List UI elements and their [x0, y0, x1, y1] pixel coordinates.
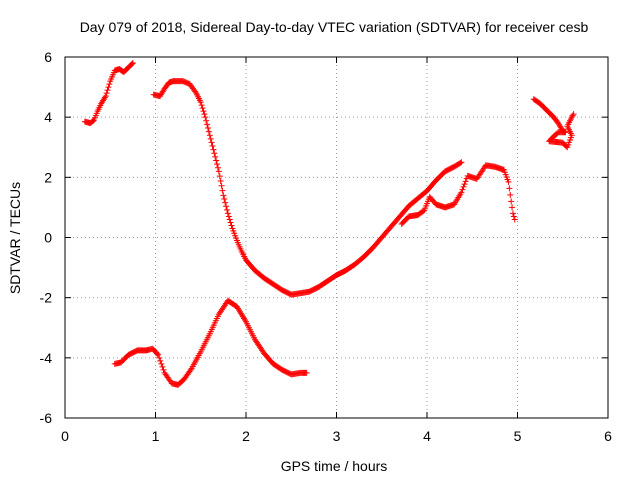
x-tick-label: 4	[423, 428, 431, 444]
data-point	[227, 219, 234, 226]
data-point	[462, 178, 469, 185]
data-point	[200, 108, 207, 115]
data-point	[159, 363, 166, 370]
data-point	[202, 114, 209, 121]
x-tick-label: 1	[152, 428, 160, 444]
data-point	[204, 121, 211, 128]
data-point	[160, 366, 167, 373]
data-point	[157, 357, 164, 364]
data-point	[156, 354, 163, 361]
y-tick-label: -2	[40, 290, 53, 306]
series-trace-a-early	[81, 60, 136, 127]
data-point	[217, 177, 224, 184]
data-point	[507, 191, 514, 198]
series-trace-a-late	[398, 162, 518, 227]
data-point	[207, 135, 214, 142]
data-point	[220, 192, 227, 199]
data-point	[102, 93, 109, 100]
data-point	[222, 199, 229, 206]
data-point	[154, 350, 161, 357]
series-trace-a-main	[150, 78, 465, 298]
data-point	[105, 84, 112, 91]
data-point	[211, 150, 218, 157]
x-axis-label: GPS time / hours	[281, 458, 388, 474]
data-point	[509, 204, 516, 211]
x-tick-label: 2	[242, 428, 250, 444]
data-point	[228, 222, 235, 229]
data-point	[214, 161, 221, 168]
data-point	[221, 195, 228, 202]
series-trace-a-end	[530, 96, 577, 151]
data-point	[420, 208, 427, 215]
data-point	[106, 81, 113, 88]
data-point	[208, 139, 215, 146]
y-tick-label: 6	[44, 49, 52, 65]
data-point	[218, 182, 225, 189]
data-point	[201, 111, 208, 118]
data-point	[226, 216, 233, 223]
data-point	[103, 90, 110, 97]
data-point	[90, 117, 97, 124]
data-point	[213, 157, 220, 164]
data-point	[199, 105, 206, 112]
data-point	[129, 60, 136, 67]
x-tick-label: 5	[514, 428, 522, 444]
data-point	[511, 216, 518, 223]
data-point	[461, 181, 468, 188]
data-point	[224, 210, 231, 217]
data-point	[219, 187, 226, 194]
data-point	[214, 164, 221, 171]
data-point	[508, 198, 515, 205]
x-tick-label: 3	[333, 428, 341, 444]
data-point	[197, 99, 204, 106]
data-point	[223, 203, 230, 210]
y-tick-label: 0	[44, 230, 52, 246]
data-point	[505, 178, 512, 185]
tick-labels: 0 1 2 3 4 5 6 -6 -4 -2 0 2 4 6	[40, 49, 613, 444]
y-tick-label: 4	[44, 109, 52, 125]
data-point	[198, 102, 205, 109]
data-point	[104, 87, 111, 94]
data-point	[510, 213, 517, 220]
grid	[65, 57, 608, 418]
data-point	[155, 351, 162, 358]
y-axis-label: SDTVAR / TECUs	[7, 182, 23, 294]
data-points	[81, 60, 577, 388]
x-tick-label: 6	[604, 428, 612, 444]
data-point	[223, 206, 230, 213]
data-point	[460, 183, 467, 190]
data-point	[205, 128, 212, 135]
data-point	[509, 210, 516, 217]
data-point	[203, 117, 210, 124]
data-point	[215, 168, 222, 175]
data-point	[210, 146, 217, 153]
y-tick-label: -4	[40, 350, 53, 366]
data-point	[206, 132, 213, 139]
data-point	[303, 369, 310, 376]
data-point	[204, 124, 211, 131]
data-point	[225, 213, 232, 220]
data-point	[570, 111, 577, 118]
chart-title: Day 079 of 2018, Sidereal Day-to-day VTE…	[80, 19, 589, 35]
data-point	[457, 159, 464, 166]
data-point	[158, 360, 165, 367]
data-point	[459, 186, 466, 193]
data-point	[212, 153, 219, 160]
data-point	[209, 143, 216, 150]
series-trace-b	[111, 297, 310, 388]
y-tick-label: 2	[44, 169, 52, 185]
data-point	[458, 189, 465, 196]
x-tick-label: 0	[61, 428, 69, 444]
data-point	[458, 159, 465, 166]
data-point	[128, 60, 135, 67]
y-tick-label: -6	[40, 410, 53, 426]
data-point	[506, 185, 513, 192]
axis-ticks	[64, 56, 609, 419]
data-point	[216, 173, 223, 180]
